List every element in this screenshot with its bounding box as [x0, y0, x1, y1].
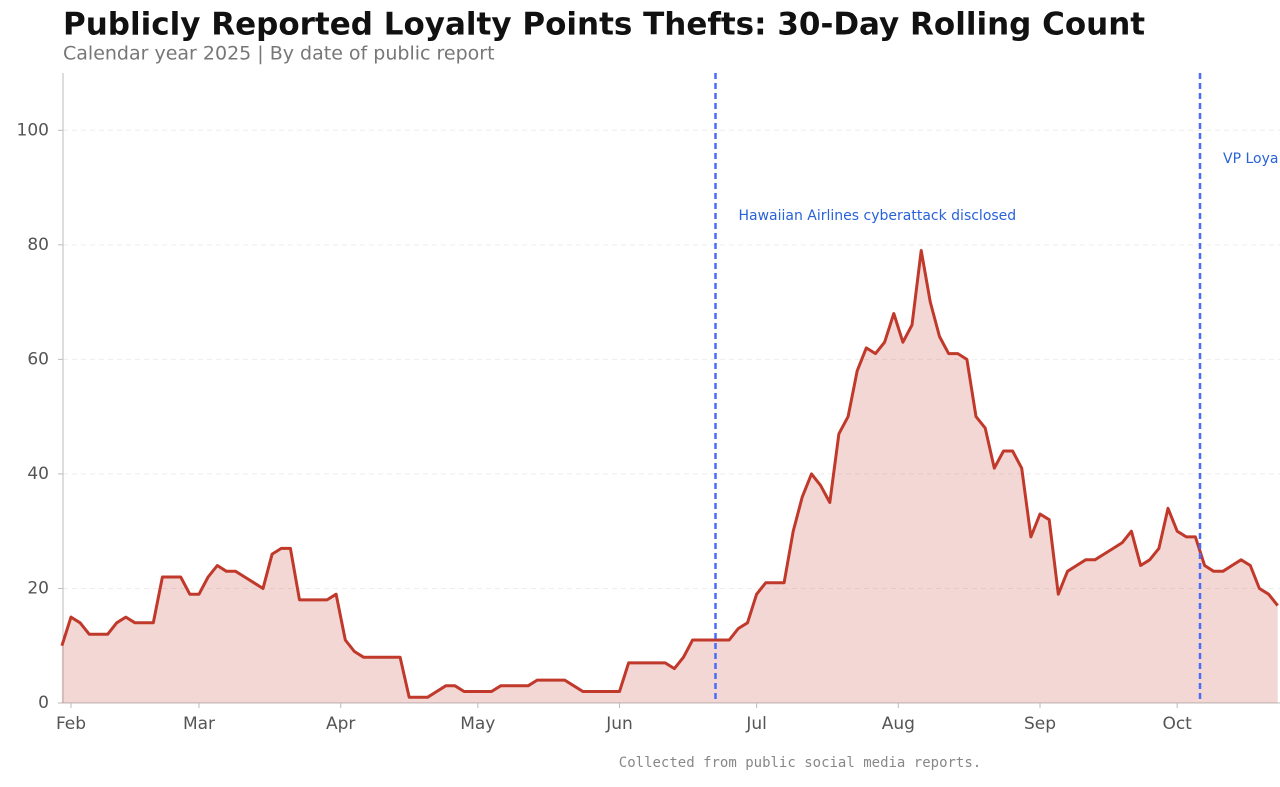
- chart-subtitle: Calendar year 2025 | By date of public r…: [63, 43, 495, 65]
- x-tick-label: Feb: [56, 714, 86, 734]
- y-tick-label: 0: [38, 693, 49, 713]
- x-tick-label: Apr: [326, 714, 355, 734]
- x-tick-label: Sep: [1024, 714, 1056, 734]
- line: [60, 249, 1279, 699]
- x-tick-label: Jul: [745, 714, 767, 734]
- x-tick-label: Oct: [1162, 714, 1192, 734]
- event-label: VP Loya: [1223, 151, 1278, 167]
- y-tick-label: 100: [17, 120, 49, 140]
- y-tick-label: 40: [27, 464, 49, 484]
- y-tick-label: 20: [27, 578, 49, 598]
- chart-title: Publicly Reported Loyalty Points Thefts:…: [63, 7, 1145, 43]
- x-tick-label: Mar: [183, 714, 215, 734]
- event-label: Hawaiian Airlines cyberattack disclosed: [738, 208, 1016, 224]
- x-tick-label: May: [460, 714, 495, 734]
- x-tick-label: Aug: [882, 714, 915, 734]
- x-tick-label: Jun: [605, 714, 633, 734]
- area: [61, 250, 1278, 703]
- footnote: Collected from public social media repor…: [619, 755, 981, 771]
- y-tick-label: 80: [27, 235, 49, 255]
- y-tick-label: 60: [27, 349, 49, 369]
